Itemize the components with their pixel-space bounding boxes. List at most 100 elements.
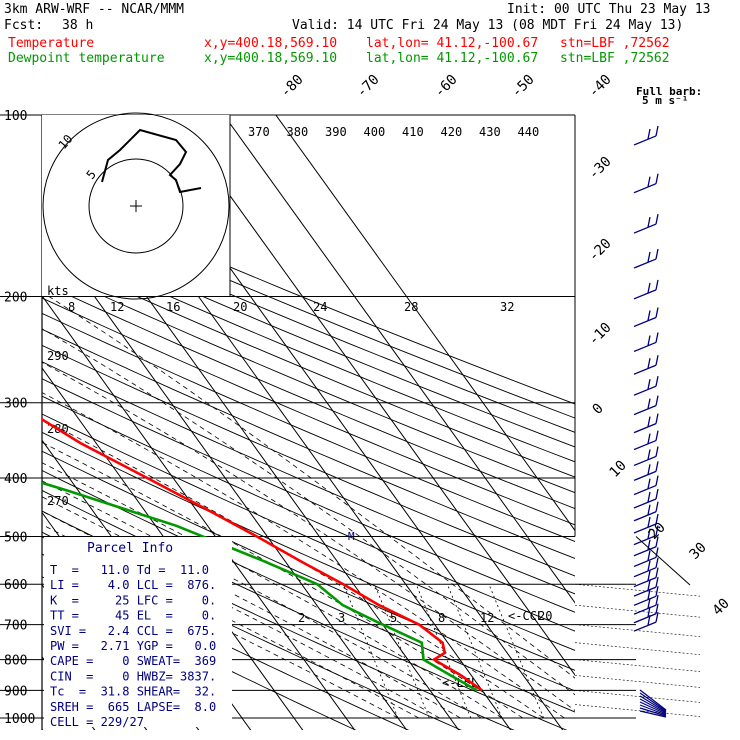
mixing-ratio-line xyxy=(415,584,472,719)
init-time: Init: 00 UTC Thu 23 May 13 xyxy=(507,2,711,17)
wind-barb xyxy=(655,332,659,343)
wind-barb xyxy=(647,478,651,489)
wind-barb xyxy=(655,567,659,578)
wind-barb xyxy=(655,355,659,366)
parcel-info-row: CAPE = 0 SWEAT= 369 xyxy=(50,654,216,668)
valid-time: Valid: 14 UTC Fri 24 May 13 (08 MDT Fri … xyxy=(292,18,684,33)
parcel-info-row: Tc = 31.8 SHEAR= 32. xyxy=(50,685,216,699)
wind-barb xyxy=(647,491,651,503)
dry-adiabat-line xyxy=(42,413,575,651)
wind-barb xyxy=(647,216,651,228)
mixing-ratio-label: 2 xyxy=(298,611,305,625)
wind-barb xyxy=(633,556,657,568)
isotherm-label: 10 xyxy=(607,458,630,481)
dewpoint-latlon: lat,lon= 41.12,-100.67 xyxy=(366,51,539,66)
dry-adiabat-line xyxy=(42,470,575,713)
mixing-ratio-label: 8 xyxy=(68,300,75,314)
moist-adiabat-line xyxy=(42,361,575,712)
wind-barb xyxy=(647,310,651,321)
moist-adiabat-line xyxy=(42,524,419,719)
wind-barb xyxy=(633,523,657,534)
mixing-ratio-label: 12 xyxy=(480,611,494,625)
isotherm-line xyxy=(223,115,575,604)
pressure-tick-label: 600 xyxy=(4,578,27,593)
hodograph-speed-label: kts xyxy=(47,284,69,298)
dry-adiabat-line xyxy=(42,378,575,613)
wind-barb xyxy=(655,307,659,318)
wind-axis-line xyxy=(574,624,701,637)
mixing-ratio-line xyxy=(446,584,503,719)
parcel-info-box: Parcel Info T = 11.0 Td = 11.0LI = 4.0 L… xyxy=(44,537,232,729)
dry-adiabat-line xyxy=(42,253,575,478)
isotherm-label: -30 xyxy=(586,154,615,183)
parcel-info-row: CELL = 229/27 xyxy=(50,715,144,729)
isotherm-line xyxy=(42,728,44,730)
wind-barb xyxy=(655,576,659,588)
forecast-hour: 38 h xyxy=(62,18,94,33)
dry-adiabat-line xyxy=(42,211,575,433)
dewpoint-legend: Dewpoint temperature xyxy=(8,51,165,66)
wind-barb-low xyxy=(639,698,667,714)
dewpoint-station: stn=LBF ,72562 xyxy=(560,51,670,66)
wind-barb xyxy=(655,413,659,424)
wind-barb xyxy=(633,439,657,451)
wind-barb xyxy=(655,279,659,291)
dewpoint-xy: x,y=400.18,569.10 xyxy=(204,51,338,66)
forecast-label: Fcst: xyxy=(4,18,44,33)
dewpoint-trace xyxy=(42,481,478,692)
wind-barb xyxy=(647,528,651,539)
mixing-ratio-label: 8 xyxy=(438,611,445,625)
moist-adiabat-line xyxy=(42,462,503,719)
wind-barb xyxy=(633,135,657,146)
moist-adiabat-line xyxy=(42,496,461,719)
moist-adiabat-line xyxy=(42,536,399,719)
wind-barb xyxy=(647,464,651,475)
wind-barb xyxy=(647,516,651,528)
dry-adiabat-line xyxy=(42,239,575,463)
parcel-info-row: TT = 45 EL = 0. xyxy=(50,609,216,623)
dry-adiabat-line xyxy=(42,312,575,543)
moist-adiabat-line xyxy=(42,441,524,719)
hodograph-ring xyxy=(42,112,230,300)
wind-barb xyxy=(647,335,651,346)
wind-barb xyxy=(655,173,659,184)
theta-label: 440 xyxy=(518,125,540,139)
wind-barb xyxy=(647,504,651,515)
wind-barb xyxy=(633,498,657,509)
wind-axis-line xyxy=(574,690,701,703)
wind-frame-edge xyxy=(635,536,691,586)
pressure-tick-label: 500 xyxy=(4,530,27,545)
hodograph-ring xyxy=(88,158,184,254)
isotherm-label: -20 xyxy=(586,236,615,265)
wind-barb xyxy=(647,128,651,140)
parcel-info-row: K = 25 LFC = 0. xyxy=(50,593,216,607)
wind-axis-line xyxy=(574,704,701,717)
isotherm-label: -60 xyxy=(432,72,461,101)
pressure-tick-label: 100 xyxy=(4,109,27,124)
theta-label: 380 xyxy=(287,125,309,139)
parcel-info-row: CIN = 0 HWBZ= 3837. xyxy=(50,669,216,683)
mixing-ratio-label: 32 xyxy=(500,300,514,314)
wind-barb xyxy=(655,446,659,457)
wind-barb xyxy=(655,376,659,387)
dry-adiabat-line xyxy=(42,576,357,730)
wind-barb xyxy=(655,603,659,614)
wind-barb xyxy=(647,614,651,626)
isotherm-label: -50 xyxy=(509,72,538,101)
wind-barb-low xyxy=(639,701,667,715)
wind-barb xyxy=(655,611,659,623)
wind-barb xyxy=(655,513,659,525)
mixing-ratio-line xyxy=(488,584,544,719)
isotherm-line xyxy=(42,222,408,730)
pressure-tick-label: 200 xyxy=(4,291,27,306)
wind-barb xyxy=(633,586,657,597)
parcel-info-title: Parcel Info xyxy=(87,541,173,556)
wind-barb xyxy=(655,248,659,260)
wind-barb xyxy=(647,251,651,263)
isotherm-label: 40 xyxy=(710,596,733,619)
temperature-legend: Temperature xyxy=(8,36,95,51)
theta-label: 410 xyxy=(402,125,424,139)
wind-barb xyxy=(655,525,659,536)
wind-barb xyxy=(633,595,657,606)
